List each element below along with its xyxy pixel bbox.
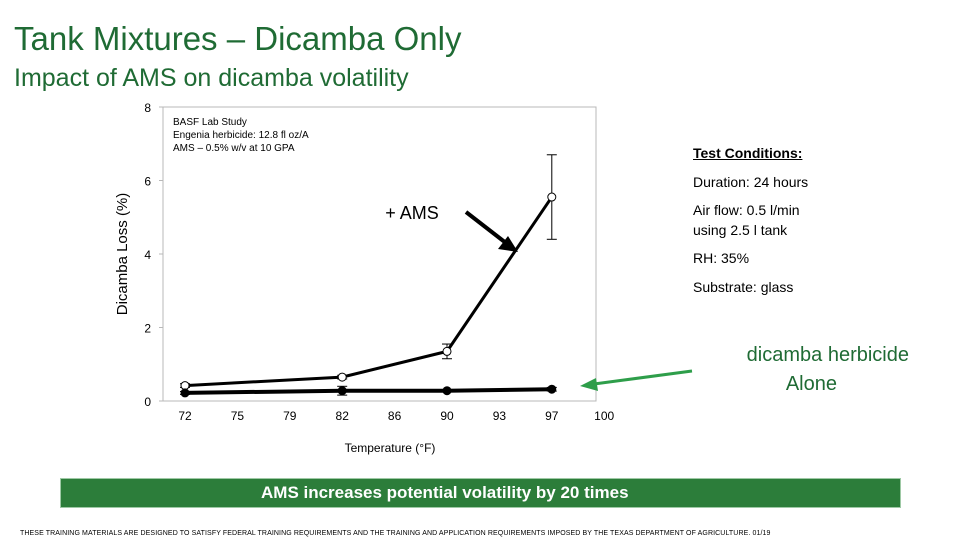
study-note-line: BASF Lab Study [173,117,247,128]
condition-airflow: Air flow: 0.5 l/min [693,202,800,218]
study-note-line: Engenia herbicide: 12.8 fl oz/A [173,130,309,141]
x-tick-label: 86 [388,409,402,423]
page-subtitle: Impact of AMS on dicamba volatility [14,64,409,92]
y-tick-label: 2 [144,322,151,336]
x-tick-label: 97 [545,409,559,423]
series-line-ams [184,196,554,388]
data-point-alone [337,386,347,396]
ams-callout-arrowhead [498,236,518,252]
conclusion-banner: AMS increases potential volatility by 20… [60,478,901,508]
condition-duration: Duration: 24 hours [693,174,809,190]
alone-callout-label-2: Alone [786,373,837,395]
x-tick-label: 75 [231,409,245,423]
condition-airflow-tank: using 2.5 l tank [693,222,788,238]
alone-callout-arrow [593,369,693,386]
page-title: Tank Mixtures – Dicamba Only [14,20,462,57]
x-tick-label: 93 [493,409,507,423]
data-point-ams [547,192,557,202]
x-tick-label: 72 [178,409,192,423]
y-tick-label: 4 [144,248,151,262]
series-line-alone [184,387,552,395]
condition-substrate: Substrate: glass [693,279,794,295]
conclusion-banner-text: AMS increases potential volatility by 20… [261,483,629,502]
test-conditions-heading: Test Conditions: [693,145,803,161]
y-axis-label: Dicamba Loss (%) [114,193,131,316]
data-point-ams [337,372,347,382]
data-point-ams [180,381,190,391]
footer-disclaimer: THESE TRAINING MATERIALS ARE DESIGNED TO… [20,530,771,537]
ams-callout-arrow [464,210,508,245]
y-tick-label: 6 [144,175,151,189]
x-tick-label: 79 [283,409,297,423]
x-tick-label: 100 [594,409,614,423]
x-tick-label: 82 [336,409,350,423]
y-tick-label: 0 [144,395,151,409]
condition-rh: RH: 35% [693,250,750,266]
data-point-alone [180,388,190,398]
data-point-ams [442,346,452,356]
study-note-line: AMS – 0.5% w/v at 10 GPA [173,143,295,154]
alone-callout-arrowhead [580,378,598,391]
y-tick-label: 8 [144,101,151,115]
ams-callout-label: + AMS [385,203,439,223]
data-point-alone [442,386,452,396]
x-axis-label: Temperature (°F) [345,441,436,455]
data-point-alone [547,384,557,394]
x-tick-label: 90 [440,409,454,423]
alone-callout-label-1: dicamba herbicide [747,344,909,366]
